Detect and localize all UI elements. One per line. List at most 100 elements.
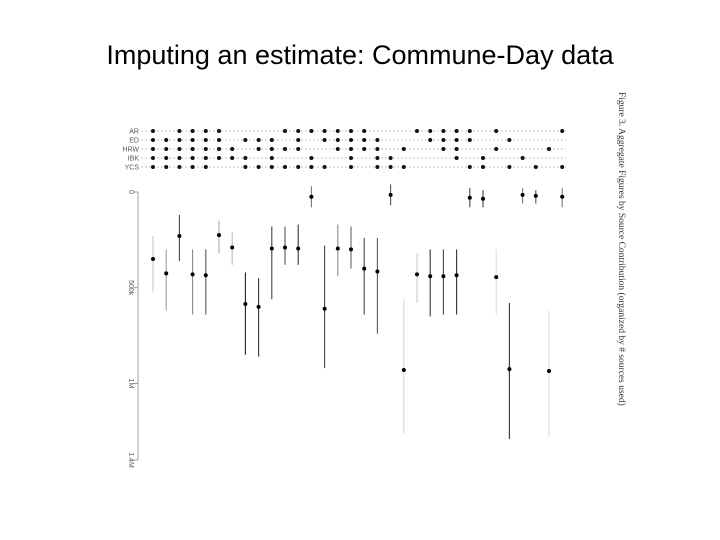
interval-layer (152, 184, 563, 439)
estimate-point (415, 272, 419, 277)
source-dot-ar (283, 129, 287, 133)
source-dot-ycs (309, 165, 314, 169)
source-dot-ed (296, 138, 301, 142)
source-dot-hrw (203, 147, 208, 151)
source-label-ar: AR (129, 129, 139, 136)
estimate-point (494, 275, 499, 280)
source-dot-ycs (375, 165, 380, 169)
source-label-ibk: IBK (128, 156, 140, 163)
source-dot-ycs (256, 165, 261, 169)
source-dot-ycs (177, 165, 182, 169)
source-dot-ar (203, 129, 208, 133)
estimate-point (362, 266, 367, 271)
estimate-point (454, 273, 459, 278)
source-dot-hrw (494, 147, 499, 151)
estimate-point (547, 368, 551, 373)
estimate-point (388, 192, 393, 197)
source-dot-ycs (190, 165, 195, 169)
source-dot-ycs (269, 165, 274, 169)
figure-caption: Figure 3. Aggregate Figures by Source Co… (616, 92, 627, 406)
source-dot-hrw (547, 147, 551, 151)
source-dot-ed (151, 138, 155, 142)
source-dot-ed (507, 138, 512, 142)
source-dot-ibk (388, 156, 393, 160)
source-dot-hrw (362, 147, 367, 151)
source-dot-ycs (349, 165, 353, 169)
source-dot-ar (151, 129, 155, 133)
source-dot-ar (494, 129, 499, 133)
source-dot-ycs (164, 165, 169, 169)
source-dot-hrw (230, 147, 235, 151)
source-dot-ycs (467, 165, 472, 169)
source-dot-ed (454, 138, 459, 142)
y-tick-label: 1.4M (127, 452, 134, 468)
source-dot-hrw (177, 147, 182, 151)
source-dot-ycs (322, 165, 327, 169)
source-dot-ed (428, 138, 433, 142)
source-dot-ed (243, 138, 248, 142)
source-dot-ar (309, 129, 314, 133)
estimate-point (467, 195, 472, 200)
estimate-point (428, 274, 433, 279)
estimate-point (256, 304, 261, 309)
estimate-point (230, 245, 235, 250)
source-dot-ed (190, 138, 195, 142)
source-dot-ycs (533, 165, 538, 169)
estimate-point (177, 234, 182, 239)
source-dot-ed (467, 138, 472, 142)
source-dot-hrw (296, 147, 301, 151)
estimate-point (401, 368, 406, 373)
source-dot-ibk (269, 156, 274, 160)
y-axis: 0 500k 1M 1.4M (127, 190, 139, 468)
estimate-point (322, 306, 327, 311)
source-dot-ar (441, 129, 446, 133)
estimate-point (217, 233, 221, 238)
estimate-point (441, 274, 446, 279)
source-label-hrw: HRW (122, 147, 139, 154)
source-dot-ibk (243, 156, 248, 160)
source-label-ed: ED (129, 138, 139, 145)
source-dot-ibk (481, 156, 485, 160)
source-dot-ar (560, 129, 565, 133)
estimate-point (203, 273, 208, 278)
estimate-point (520, 192, 525, 197)
source-dot-ed (441, 138, 446, 142)
estimate-point (283, 245, 287, 250)
source-dot-ibk (190, 156, 195, 160)
source-dot-ed (322, 138, 327, 142)
source-dot-ed (203, 138, 208, 142)
source-dot-ed (349, 138, 353, 142)
source-dot-ar (467, 129, 472, 133)
source-dot-ycs (481, 165, 485, 169)
source-dot-ycs (203, 165, 208, 169)
source-dot-ar (454, 129, 459, 133)
estimate-point (507, 367, 512, 372)
estimate-point (349, 247, 353, 252)
source-panel: AR ED HRW IBK YCS (122, 129, 566, 172)
source-dot-ycs (388, 165, 393, 169)
source-dot-hrw (454, 147, 459, 151)
source-dot-hrw (349, 147, 353, 151)
source-dot-ar (335, 129, 340, 133)
source-dot-ibk (230, 156, 235, 160)
source-dot-ar (296, 129, 301, 133)
source-dot-ibk (217, 156, 221, 160)
source-dot-hrw (283, 147, 287, 151)
source-dot-ycs (243, 165, 248, 169)
caption-layer: Figure 3. Aggregate Figures by Source Co… (616, 92, 627, 406)
source-dot-ar (190, 129, 195, 133)
source-dot-hrw (151, 147, 155, 151)
estimate-point (335, 246, 340, 251)
source-dot-ycs (296, 165, 301, 169)
source-dot-ar (349, 129, 353, 133)
estimate-point (164, 271, 169, 276)
estimate-point (151, 257, 155, 261)
estimate-point (560, 194, 565, 199)
source-dot-ar (177, 129, 182, 133)
source-dot-ed (269, 138, 274, 142)
source-dot-ar (322, 129, 327, 133)
source-dot-ed (375, 138, 380, 142)
estimate-point (269, 246, 274, 251)
slide-title: Imputing an estimate: Commune-Day data (106, 40, 614, 70)
source-label-ycs: YCS (125, 165, 140, 172)
